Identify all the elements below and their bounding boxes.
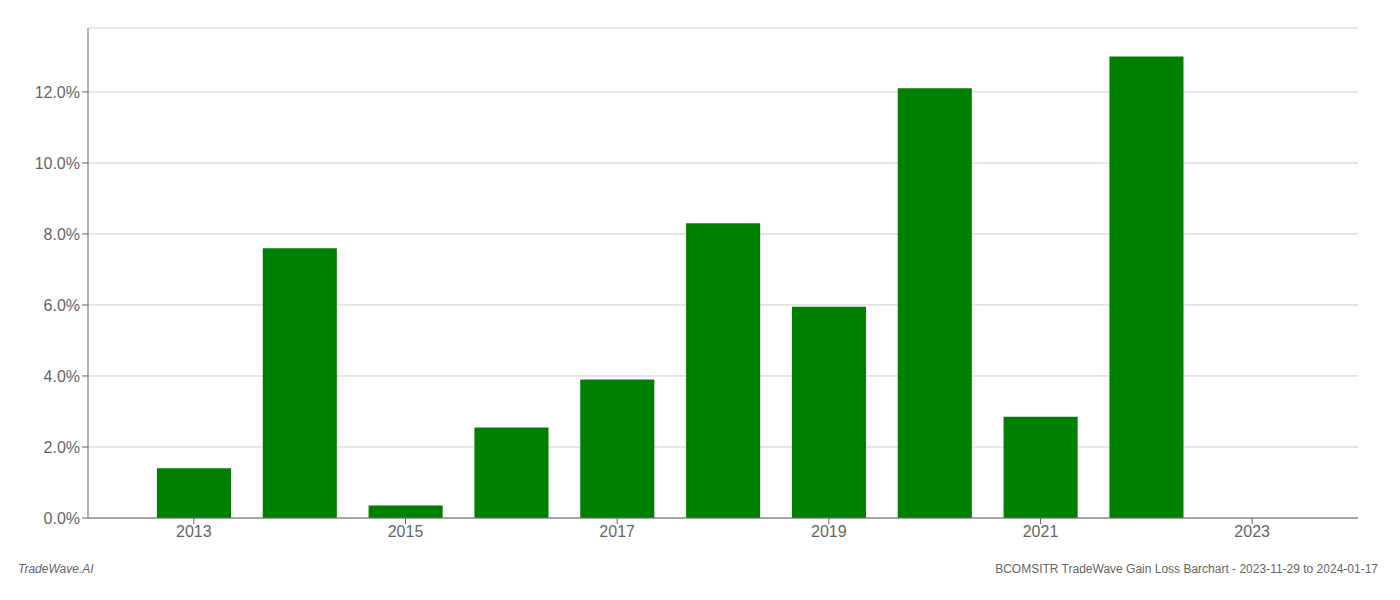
svg-text:4.0%: 4.0%	[44, 368, 80, 385]
svg-text:2019: 2019	[811, 523, 847, 540]
svg-text:12.0%: 12.0%	[35, 84, 80, 101]
svg-text:2013: 2013	[176, 523, 212, 540]
svg-text:2015: 2015	[388, 523, 424, 540]
html-text:BCOMSITR TradeWave Gain Loss B: BCOMSITR TradeWave Gain Loss Barchart - …	[995, 562, 1378, 576]
svg-text:2021: 2021	[1023, 523, 1059, 540]
svg-text:2017: 2017	[599, 523, 635, 540]
html-text:TradeWave.AI: TradeWave.AI	[18, 562, 94, 576]
svg-text:2.0%: 2.0%	[44, 439, 80, 456]
svg-text:10.0%: 10.0%	[35, 155, 80, 172]
svg-text:0.0%: 0.0%	[44, 510, 80, 527]
svg-text:2023: 2023	[1234, 523, 1270, 540]
svg-text:6.0%: 6.0%	[44, 297, 80, 314]
svg-text:8.0%: 8.0%	[44, 226, 80, 243]
